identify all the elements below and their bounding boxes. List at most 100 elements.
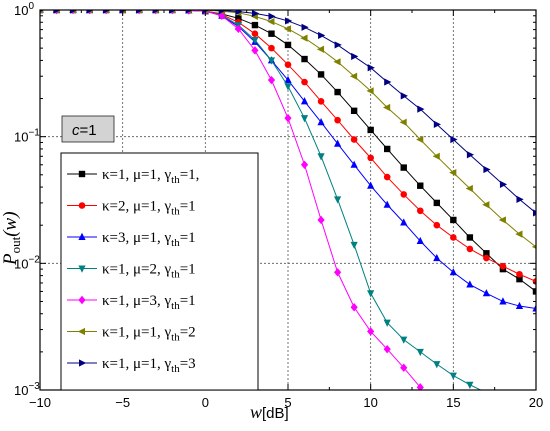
data-point: [533, 209, 536, 217]
data-point: [333, 58, 341, 66]
data-point: [251, 46, 259, 55]
y-tick-label: 10−3: [14, 381, 40, 398]
data-point: [300, 160, 309, 169]
x-tick-label: 0: [202, 395, 209, 410]
x-tick-label: −10: [29, 395, 51, 410]
data-point: [367, 126, 374, 134]
axis-ticks: −10 −5 0 5 10 15 20 100 10−1 10−2 10−3: [14, 1, 543, 410]
data-point: [367, 154, 374, 162]
data-point: [301, 23, 309, 31]
data-point: [334, 116, 341, 124]
data-point: [432, 152, 440, 160]
x-tick-label: 5: [284, 395, 291, 410]
data-point: [416, 207, 424, 215]
data-point: [515, 301, 524, 310]
y-axis-title: Pout(w): [0, 211, 23, 266]
data-point: [334, 41, 342, 49]
data-point: [267, 57, 276, 65]
legend-marker: [77, 327, 85, 336]
data-point: [251, 10, 260, 18]
x-tick-label: 15: [446, 395, 460, 410]
legend-label: κ=1, μ=3, γth=1: [102, 293, 196, 312]
legend-label: κ=2, μ=1, γth=1: [102, 199, 196, 218]
data-point: [318, 31, 326, 40]
legend-marker: [79, 359, 87, 367]
data-point: [515, 230, 523, 238]
data-point: [383, 173, 391, 181]
y-tick-label: 10−1: [14, 128, 40, 145]
data-point: [350, 303, 358, 312]
data-point: [416, 135, 424, 144]
data-point: [466, 151, 475, 159]
legend-label: κ=3, μ=1, γth=1: [102, 230, 196, 249]
data-point: [400, 336, 408, 344]
legend-item-4: κ=1, μ=2, γth=1: [67, 262, 196, 281]
data-point: [516, 195, 524, 203]
legend-item-2: κ=2, μ=1, γth=1: [67, 199, 196, 218]
series-4: [40, 10, 490, 390]
data-point: [433, 361, 441, 369]
data-point: [367, 181, 375, 189]
data-point: [383, 103, 391, 112]
data-point: [268, 44, 275, 52]
data-point: [317, 98, 325, 105]
data-point: [450, 216, 457, 224]
data-point: [301, 78, 308, 86]
data-point: [235, 10, 243, 16]
data-point: [400, 191, 408, 198]
legend-marker: [78, 232, 86, 240]
data-point: [152, 10, 160, 14]
data-point: [284, 75, 292, 84]
data-point: [417, 182, 424, 189]
data-point: [483, 254, 490, 262]
data-point: [218, 10, 227, 15]
annotation-var: c: [72, 122, 80, 139]
data-point: [285, 17, 293, 25]
legend-marker: [78, 265, 86, 273]
legend-item-5: κ=1, μ=3, γth=1: [67, 293, 196, 312]
data-point: [466, 245, 474, 253]
data-point: [334, 268, 342, 277]
legend-item-1: κ=1, μ=1, γth=1,: [67, 167, 199, 186]
series-group: [40, 10, 536, 390]
data-point: [383, 319, 391, 327]
data-point: [317, 215, 325, 225]
annotation-value: =1: [80, 122, 97, 139]
series-line: [40, 10, 421, 388]
data-point: [466, 234, 474, 241]
data-point: [334, 88, 341, 96]
data-point: [499, 180, 508, 188]
data-point: [284, 61, 292, 68]
data-point: [136, 10, 144, 14]
legend-item-6: κ=1, μ=1, γth=2: [67, 325, 196, 344]
series-7: [40, 10, 536, 217]
data-point: [465, 184, 473, 193]
legend-item-7: κ=1, μ=1, γth=3: [67, 356, 196, 375]
data-point: [466, 381, 474, 389]
data-point: [367, 64, 375, 72]
data-point: [349, 72, 358, 80]
legend-box: [60, 152, 259, 391]
data-point: [433, 199, 440, 207]
data-point: [384, 78, 392, 86]
legend-label: κ=1, μ=1, γth=1,: [102, 167, 199, 186]
data-point: [334, 196, 342, 204]
legend-label: κ=1, μ=2, γth=1: [102, 262, 196, 281]
data-point: [350, 136, 358, 143]
data-point: [482, 201, 490, 209]
data-point: [169, 10, 177, 14]
x-tick-label: 10: [363, 395, 377, 410]
data-point: [416, 348, 424, 357]
data-point: [283, 25, 291, 33]
data-point: [399, 118, 407, 126]
y-tick-label: 10−2: [14, 254, 40, 271]
data-point: [267, 75, 276, 85]
legend-label: κ=1, μ=1, γth=2: [102, 325, 196, 344]
data-point: [466, 280, 474, 288]
data-point: [400, 363, 408, 372]
data-point: [185, 10, 193, 14]
data-point: [300, 34, 308, 42]
data-point: [482, 289, 490, 297]
data-point: [316, 45, 325, 53]
